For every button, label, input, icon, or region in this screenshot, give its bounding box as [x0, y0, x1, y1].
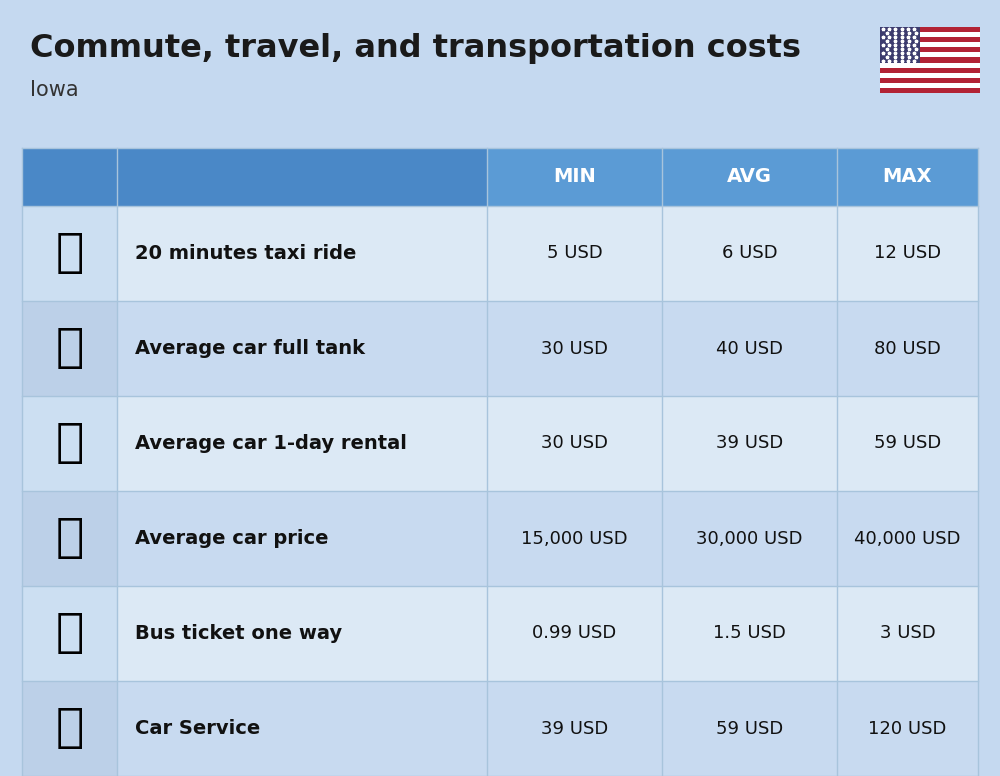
Bar	[22, 586, 978, 681]
Text: Iowa: Iowa	[30, 80, 79, 100]
Text: 30 USD: 30 USD	[541, 340, 608, 358]
Bar	[880, 27, 980, 93]
Bar	[880, 68, 980, 73]
Bar	[22, 396, 117, 491]
Text: 39 USD: 39 USD	[716, 435, 783, 452]
Text: 1.5 USD: 1.5 USD	[713, 625, 786, 643]
Bar	[880, 27, 980, 32]
Bar	[22, 301, 117, 396]
Bar	[880, 27, 920, 63]
Text: MAX: MAX	[883, 168, 932, 186]
Text: 15,000 USD: 15,000 USD	[521, 529, 628, 548]
Text: 80 USD: 80 USD	[874, 340, 941, 358]
Text: 40 USD: 40 USD	[716, 340, 783, 358]
Text: 20 minutes taxi ride: 20 minutes taxi ride	[135, 244, 356, 263]
Text: 🚙: 🚙	[55, 421, 84, 466]
Bar	[22, 491, 117, 586]
Text: 🔧: 🔧	[55, 706, 84, 751]
Text: Average car 1-day rental: Average car 1-day rental	[135, 434, 407, 453]
Bar	[22, 301, 978, 396]
Bar	[880, 63, 980, 68]
Bar	[22, 206, 117, 301]
Text: ⛽: ⛽	[55, 326, 84, 371]
Text: 0.99 USD: 0.99 USD	[532, 625, 617, 643]
Bar	[880, 73, 980, 78]
Text: 5 USD: 5 USD	[547, 244, 602, 262]
Bar	[880, 42, 980, 47]
Bar	[22, 491, 978, 586]
Bar	[880, 83, 980, 88]
Text: Bus ticket one way: Bus ticket one way	[135, 624, 342, 643]
Bar	[880, 57, 980, 63]
Bar	[22, 148, 487, 206]
Text: 30 USD: 30 USD	[541, 435, 608, 452]
Text: 59 USD: 59 USD	[716, 719, 783, 737]
Text: 120 USD: 120 USD	[868, 719, 947, 737]
Bar	[880, 88, 980, 93]
Text: 40,000 USD: 40,000 USD	[854, 529, 961, 548]
Bar	[880, 37, 980, 42]
Bar	[880, 53, 980, 57]
Bar	[880, 32, 980, 37]
Text: 🚌: 🚌	[55, 611, 84, 656]
Text: 🚗: 🚗	[55, 516, 84, 561]
Bar	[22, 586, 117, 681]
Text: 30,000 USD: 30,000 USD	[696, 529, 803, 548]
Bar	[22, 206, 978, 301]
Text: Commute, travel, and transportation costs: Commute, travel, and transportation cost…	[30, 33, 801, 64]
Bar	[22, 681, 117, 776]
Text: 3 USD: 3 USD	[880, 625, 935, 643]
Text: Average car price: Average car price	[135, 529, 328, 548]
Bar	[880, 78, 980, 83]
Text: AVG: AVG	[727, 168, 772, 186]
Bar	[22, 396, 978, 491]
Text: 6 USD: 6 USD	[722, 244, 777, 262]
Text: 39 USD: 39 USD	[541, 719, 608, 737]
Text: 59 USD: 59 USD	[874, 435, 941, 452]
Text: Car Service: Car Service	[135, 719, 260, 738]
Text: 12 USD: 12 USD	[874, 244, 941, 262]
Text: MIN: MIN	[553, 168, 596, 186]
Bar	[22, 681, 978, 776]
Text: Average car full tank: Average car full tank	[135, 339, 365, 358]
Text: 🚕: 🚕	[55, 231, 84, 276]
Bar	[880, 47, 980, 53]
Bar	[22, 148, 978, 206]
